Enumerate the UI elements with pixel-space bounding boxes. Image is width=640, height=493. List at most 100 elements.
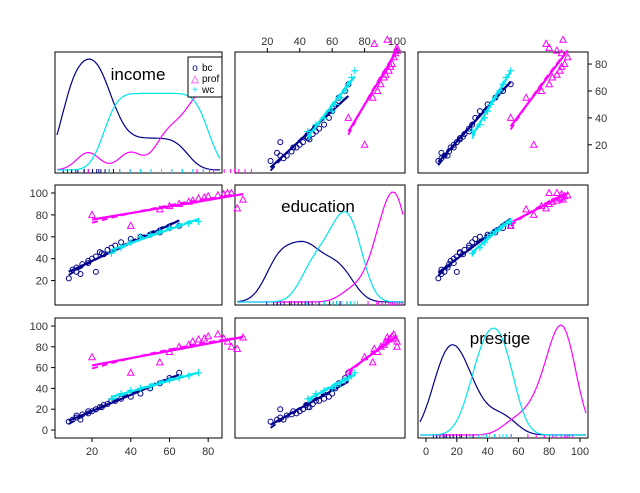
point-bc-education-vs-prestige-23: [456, 249, 463, 256]
smooth-line-prof-income-vs-education: [347, 50, 398, 136]
density-wc-prestige: [420, 327, 586, 436]
point-wc-income-vs-education-9: [351, 67, 359, 75]
point-wc-income-vs-education-3: [328, 107, 336, 115]
point-bc-income-vs-education-0: [267, 157, 274, 164]
y-tick-label-prestige-60: 60: [36, 363, 48, 375]
point-bc-income-vs-prestige-17: [476, 108, 483, 115]
point-prof-education-vs-income-12: [223, 188, 232, 196]
x-tick-label-income-40: 40: [125, 446, 137, 458]
diagonal-label-education: education: [281, 197, 355, 216]
point-prof-income-vs-prestige-3: [537, 86, 546, 94]
point-prof-education-vs-prestige-12: [552, 188, 561, 196]
point-prof-income-vs-education-7: [384, 66, 393, 74]
point-prof-education-vs-prestige-15: [559, 195, 568, 203]
y-tick-label-prestige-80: 80: [36, 342, 48, 354]
point-prof-income-vs-prestige-12: [552, 46, 561, 54]
point-prof-prestige-vs-education-2: [368, 357, 377, 366]
point-prof-income-vs-education-1: [344, 113, 353, 121]
point-bc-income-vs-education-22: [274, 149, 281, 156]
point-prof-prestige-vs-education-13: [392, 342, 402, 350]
point-prof-prestige-vs-income-0: [88, 352, 97, 361]
point-prof-prestige-vs-income-10: [213, 329, 222, 338]
smooth-line-wc-income-vs-prestige: [471, 71, 512, 140]
point-prof-income-vs-prestige-7: [555, 66, 565, 74]
point-prof-income-vs-education-0: [360, 140, 369, 148]
density-wc-income: [57, 92, 221, 171]
x-tick-label-prestige-60: 60: [512, 446, 524, 458]
panel-education-prestige: [417, 184, 589, 306]
point-prof-education-vs-income-14: [233, 203, 242, 212]
point-prof-income-vs-prestige-6: [552, 70, 561, 78]
y-tick-label-income-80: 80: [595, 59, 607, 71]
panel-income-prestige: [417, 51, 589, 174]
panel-education-income: [54, 184, 223, 306]
point-bc-education-vs-income-15: [118, 239, 125, 246]
x-tick-label-prestige-40: 40: [481, 446, 493, 458]
density-prof-prestige: [420, 324, 587, 436]
point-bc-prestige-vs-education-16: [325, 393, 332, 400]
y-tick-label-income-20: 20: [595, 140, 607, 152]
panel-income-education: [234, 51, 406, 174]
y-tick-label-income-60: 60: [595, 86, 607, 98]
point-prof-income-vs-education-4: [376, 79, 385, 88]
x-tick-label-prestige-80: 80: [543, 446, 555, 458]
point-prof-prestige-vs-income-2: [155, 357, 164, 366]
fit-line-prof-education-vs-income: [91, 192, 244, 221]
point-prof-education-vs-income-0: [88, 210, 97, 218]
y-tick-label-education-80: 80: [36, 210, 48, 222]
point-bc-education-vs-prestige-16: [472, 235, 479, 242]
point-prof-education-vs-prestige-2: [522, 204, 531, 213]
y-tick-label-prestige-40: 40: [36, 383, 48, 395]
point-bc-income-vs-education-6: [299, 139, 306, 146]
panel-education-education: [234, 184, 406, 306]
fit-line-wc-education-vs-income: [111, 218, 199, 251]
legend-label-wc: wc: [201, 85, 214, 96]
point-prof-prestige-vs-education-10: [389, 329, 398, 338]
point-prof-income-vs-prestige-2: [522, 93, 531, 101]
point-bc-income-vs-education-14: [316, 125, 323, 132]
y-tick-label-prestige-100: 100: [30, 321, 48, 333]
point-prof-income-vs-prestige-0: [529, 140, 538, 148]
density-bc-prestige: [419, 344, 586, 436]
point-prof-prestige-vs-education-15: [383, 332, 392, 341]
density-bc-education: [236, 240, 403, 303]
point-prof-income-vs-education-15: [383, 35, 392, 43]
point-prof-income-vs-prestige-1: [506, 113, 515, 121]
point-prof-income-vs-education-2: [368, 93, 377, 101]
point-prof-education-vs-prestige-13: [545, 188, 554, 196]
point-prof-prestige-vs-income-1: [126, 368, 135, 376]
point-prof-income-vs-education-14: [370, 39, 379, 47]
x-tick-label-prestige-0: 0: [423, 446, 429, 458]
point-bc-education-vs-prestige-17: [476, 233, 483, 240]
point-bc-education-vs-prestige-0: [435, 275, 442, 282]
fit-line-prof-education-vs-prestige: [510, 192, 569, 224]
panel-prestige-income: [54, 317, 223, 439]
point-bc-education-vs-prestige-12: [453, 268, 460, 275]
smooth-line-wc-prestige-vs-income: [111, 371, 199, 401]
smooth-line-wc-prestige-vs-education: [307, 373, 356, 404]
point-prof-income-vs-prestige-14: [542, 39, 551, 47]
point-wc-education-vs-income-0: [107, 249, 115, 257]
point-bc-education-vs-prestige-15: [469, 239, 476, 246]
point-bc-prestige-vs-education-23: [306, 404, 313, 411]
point-prof-prestige-vs-income-14: [233, 344, 242, 352]
smooth-line-bc-income-vs-education: [269, 95, 349, 172]
legend-symbol-prof: △: [191, 74, 199, 85]
x-tick-label-income-60: 60: [163, 446, 175, 458]
point-bc-income-vs-prestige-22: [438, 149, 445, 156]
fit-line-wc-prestige-vs-income: [111, 371, 199, 399]
x-tick-label-education-100: 100: [388, 36, 406, 48]
legend-symbol-wc: +: [192, 85, 198, 96]
fit-line-bc-prestige-vs-education: [270, 380, 349, 426]
legend-symbol-bc: o: [192, 63, 198, 74]
point-prof-education-vs-income-9: [204, 191, 213, 200]
fit-line-prof-prestige-vs-income: [91, 335, 244, 367]
x-tick-label-education-80: 80: [358, 36, 370, 48]
y-tick-label-prestige-20: 20: [36, 404, 48, 416]
y-tick-label-prestige-0: 0: [42, 425, 48, 437]
smooth-line-prof-prestige-vs-education: [347, 335, 398, 375]
y-tick-label-education-100: 100: [30, 188, 48, 200]
y-tick-label-education-60: 60: [36, 232, 48, 244]
point-bc-education-vs-income-12: [92, 268, 99, 275]
